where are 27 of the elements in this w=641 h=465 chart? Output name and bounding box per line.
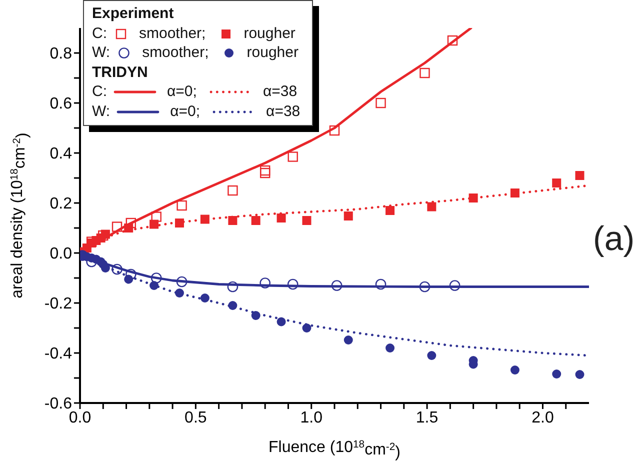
legend-label: α=0; (170, 102, 200, 120)
y-tick-label: 0.4 (50, 146, 72, 163)
legend-label: α=38 (266, 102, 300, 120)
text: Experiment (92, 4, 175, 24)
annotation: W: (92, 102, 110, 120)
y-tick-label: 0.0 (50, 246, 72, 263)
y-tick-label: 0.6 (50, 96, 72, 113)
legend-label: rougher (246, 44, 298, 61)
y-tick-label: -0.2 (44, 296, 72, 313)
x-tick-label: 0.5 (184, 409, 207, 426)
x-tick-label: 1.0 (300, 409, 323, 426)
legend-label: α=38 (262, 83, 298, 100)
y-tick-label: 0.8 (50, 46, 72, 63)
legend-label: α=0; (167, 83, 197, 100)
y-tick-label: -0.4 (44, 346, 72, 363)
text: (a) (593, 220, 635, 258)
x-tick-label: 2.0 (532, 409, 554, 426)
legend-label: rougher (244, 24, 296, 42)
x-tick-label: 1.5 (416, 409, 438, 426)
annotation: W: (92, 44, 110, 61)
x-axis-title: Fluence (10$^{18}$cm$^{-2}$) (268, 439, 400, 462)
annotation: C: (92, 24, 107, 42)
annotation: TRIDYN (92, 62, 149, 82)
legend-label: smoother; (142, 44, 209, 61)
y-tick-label: 0.2 (50, 196, 72, 213)
legend-label: smoother; (139, 24, 206, 42)
annotation: C: (92, 83, 107, 100)
